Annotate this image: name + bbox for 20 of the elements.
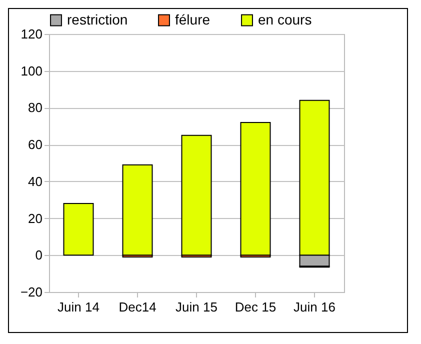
legend-label: félure (175, 11, 210, 28)
bar (181, 134, 212, 256)
x-tick-label: Dec14 (118, 300, 156, 314)
x-tick-label: Juin 14 (58, 300, 100, 314)
y-tick-label: 120 (20, 26, 42, 42)
bar (63, 203, 94, 256)
y-tick-label: 80 (28, 100, 42, 116)
legend-label: restriction (67, 11, 128, 28)
x-tick-label: Juin 15 (176, 300, 218, 314)
y-tick-label: 60 (28, 137, 42, 152)
x-tick-label: Dec 15 (234, 300, 276, 314)
bar (240, 122, 271, 256)
y-tick-label: 20 (28, 210, 42, 226)
y-tick-label: 40 (28, 174, 42, 189)
y-tick-label: −20 (20, 284, 42, 300)
legend-label: en cours (258, 11, 312, 28)
bar (122, 164, 153, 256)
y-tick-label: 0 (35, 248, 42, 263)
y-tick-label: 100 (20, 63, 42, 78)
x-tick-label: Juin 16 (294, 300, 336, 314)
